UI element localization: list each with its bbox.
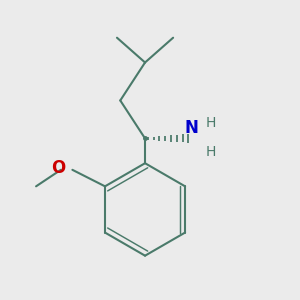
- Text: H: H: [206, 116, 216, 130]
- Text: H: H: [206, 145, 216, 159]
- Text: O: O: [52, 159, 66, 177]
- Text: N: N: [184, 119, 198, 137]
